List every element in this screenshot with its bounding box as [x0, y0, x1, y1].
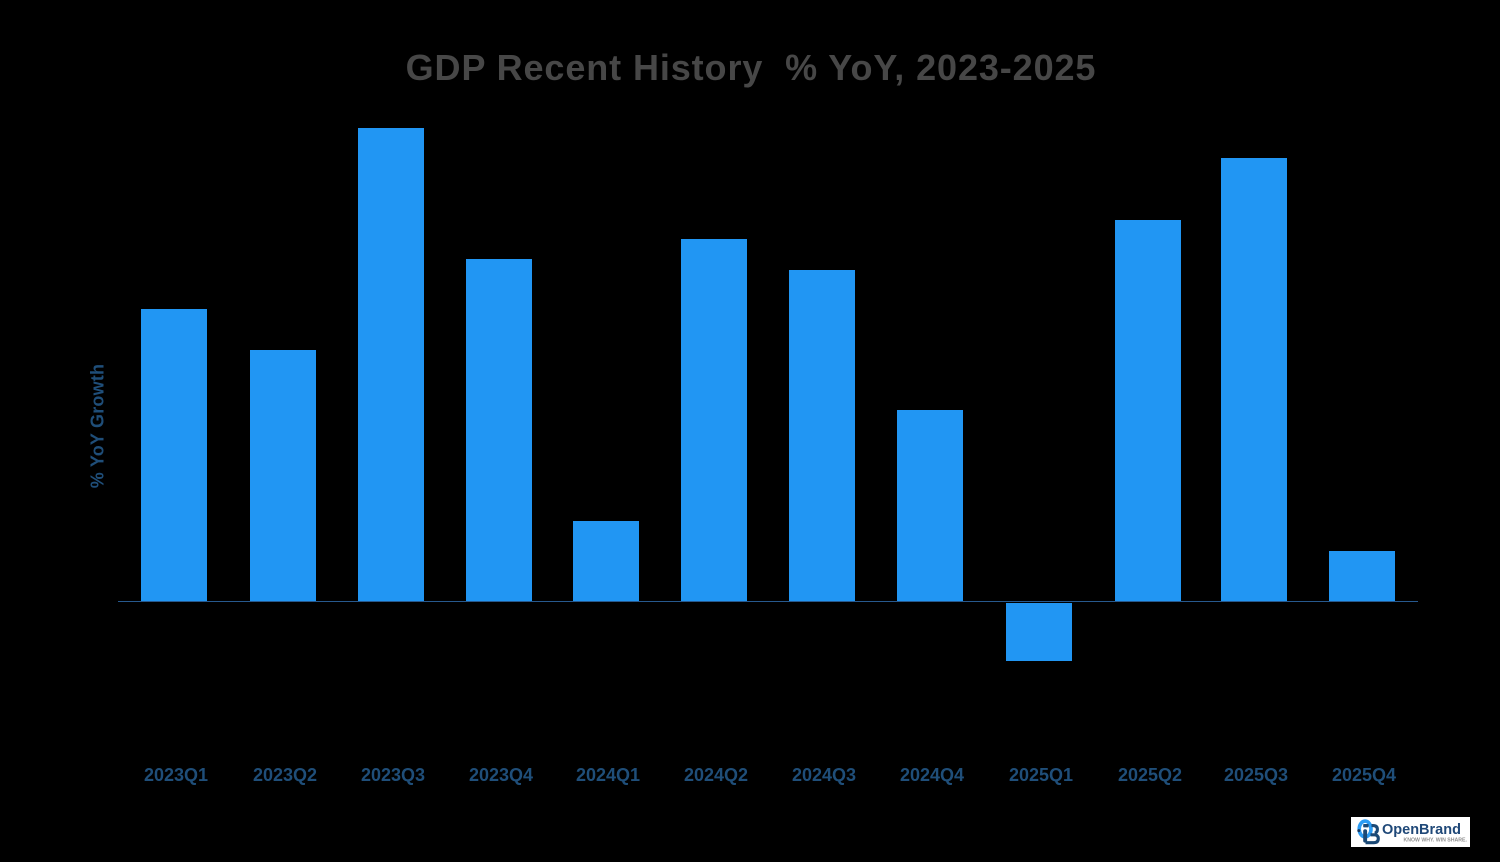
svg-text:KNOW WHY. WIN SHARE.: KNOW WHY. WIN SHARE. [1404, 838, 1468, 844]
svg-text:OpenBrand: OpenBrand [1382, 822, 1461, 838]
